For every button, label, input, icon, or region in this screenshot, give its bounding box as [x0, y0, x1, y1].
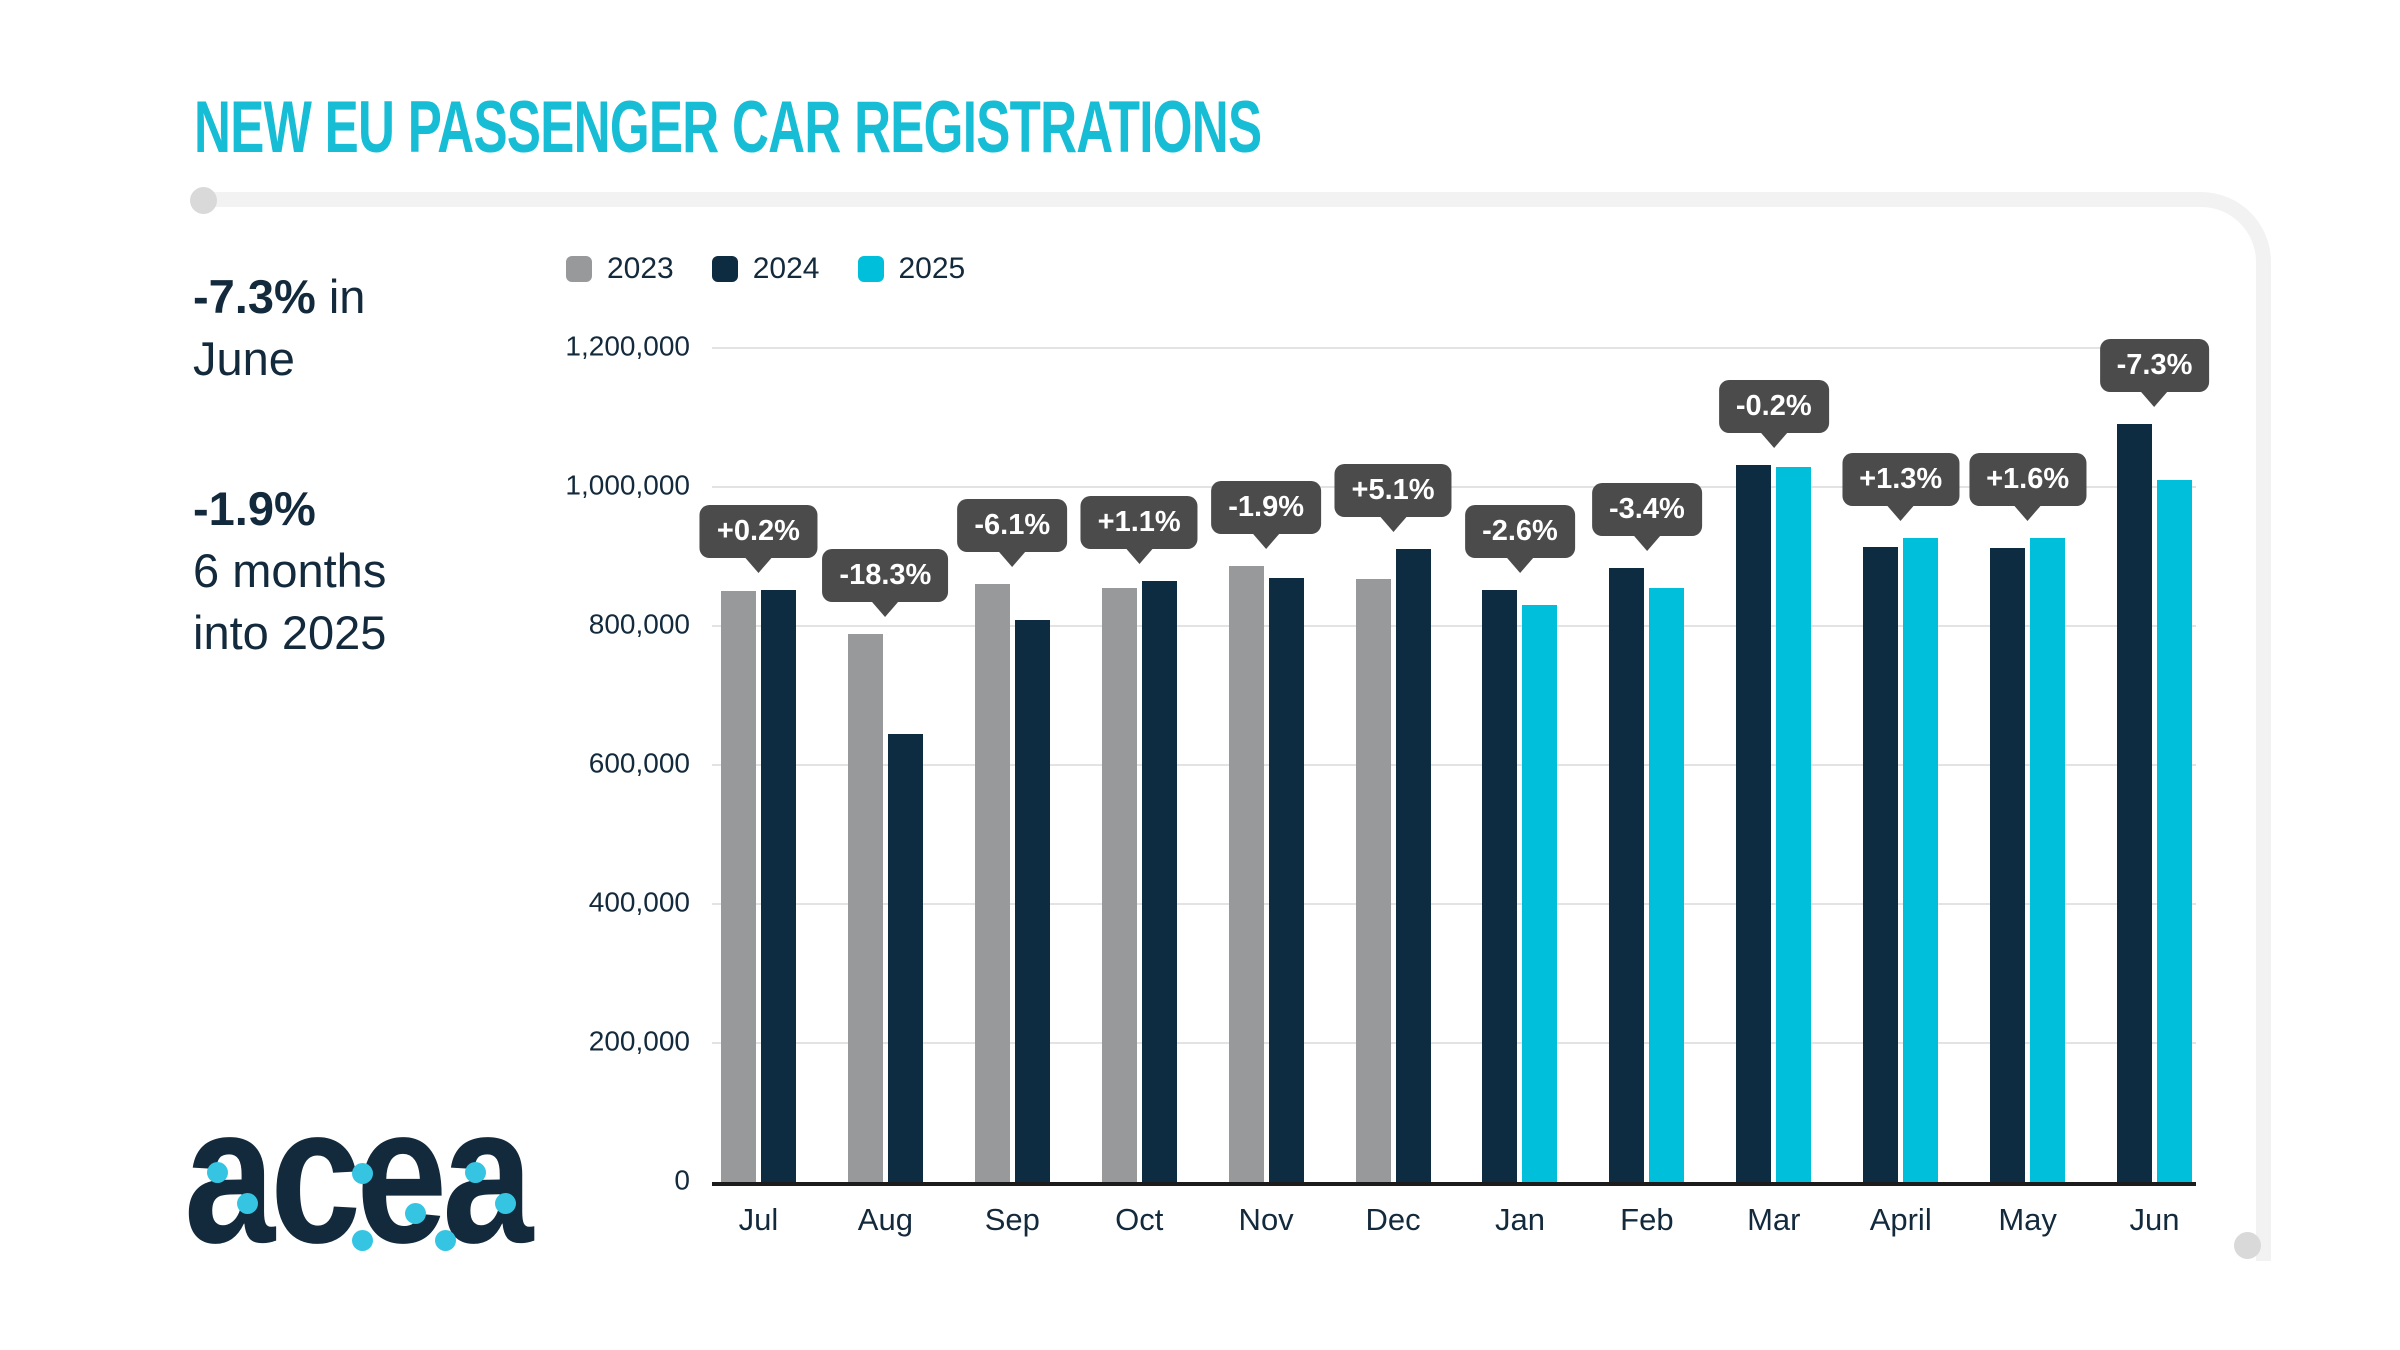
callout-jan: -2.6% — [1465, 504, 1575, 558]
bar-2024-sep — [1014, 619, 1050, 1182]
legend-item-2023: 2023 — [566, 252, 674, 286]
callout-nov: -1.9% — [1211, 481, 1322, 535]
bar-2023-aug — [847, 634, 883, 1182]
legend-swatch-2025 — [857, 256, 884, 282]
x-axis-label-mar: Mar — [1747, 1202, 1801, 1237]
chart-legend: 2023 2024 2025 — [566, 252, 965, 286]
logo-dot — [435, 1230, 456, 1251]
bar-2024-jul — [760, 589, 796, 1182]
bar-2025-may — [2030, 537, 2066, 1182]
gridline — [712, 903, 2196, 905]
bar-2024-aug — [887, 734, 923, 1182]
bar-2025-jun — [2157, 480, 2193, 1182]
legend-label-2023: 2023 — [607, 252, 674, 285]
legend-item-2025: 2025 — [857, 252, 966, 286]
bar-2023-sep — [974, 583, 1010, 1182]
x-axis-label-oct: Oct — [1115, 1202, 1164, 1237]
x-axis-label-may: May — [1998, 1202, 2057, 1237]
callout-feb: -3.4% — [1591, 482, 1702, 536]
legend-swatch-2023 — [566, 256, 592, 282]
gridline — [712, 486, 2196, 488]
highlight-ytd-change: -1.9% 6 months into 2025 — [193, 478, 523, 664]
bar-2023-nov — [1228, 566, 1264, 1182]
x-axis-label-april: April — [1869, 1202, 1932, 1237]
y-axis-tick-label: 200,000 — [588, 1025, 690, 1057]
y-axis-tick-label: 1,000,000 — [565, 469, 690, 501]
callout-dec: +5.1% — [1334, 463, 1452, 517]
gridline — [712, 347, 2196, 349]
bar-2024-jun — [2117, 424, 2153, 1182]
bar-2023-dec — [1355, 579, 1391, 1182]
bar-2024-mar — [1736, 465, 1772, 1182]
highlight-label: in June — [193, 270, 366, 386]
logo-dot — [237, 1193, 258, 1214]
logo-dot — [352, 1163, 373, 1184]
highlight-value: -1.9% — [193, 482, 316, 535]
callout-oct: +1.1% — [1080, 495, 1198, 549]
bar-2024-dec — [1395, 548, 1431, 1182]
legend-item-2024: 2024 — [711, 252, 820, 286]
legend-label-2025: 2025 — [898, 252, 966, 285]
logo-dot — [405, 1203, 426, 1224]
legend-label-2024: 2024 — [752, 252, 820, 285]
gridline — [712, 625, 2196, 627]
callout-aug: -18.3% — [822, 549, 949, 603]
y-axis-tick-label: 0 — [674, 1164, 690, 1196]
logo-dot — [495, 1193, 516, 1214]
y-axis-tick-label: 600,000 — [588, 747, 690, 779]
callout-jun: -7.3% — [2099, 339, 2210, 393]
legend-swatch-2024 — [711, 256, 738, 282]
gridline — [712, 764, 2196, 766]
x-axis-label-aug: Aug — [857, 1202, 913, 1237]
logo-dot — [465, 1162, 486, 1183]
x-axis-label-dec: Dec — [1365, 1202, 1421, 1237]
bar-2024-nov — [1268, 578, 1304, 1182]
highlight-label: 6 months into 2025 — [193, 544, 387, 660]
bar-2024-feb — [1609, 567, 1645, 1182]
callout-may: +1.6% — [1969, 452, 2087, 506]
x-axis-line — [712, 1182, 2196, 1186]
callout-jul: +0.2% — [699, 504, 817, 558]
bar-2025-mar — [1776, 466, 1812, 1182]
frame-start-dot — [190, 187, 217, 214]
x-axis-label-jun: Jun — [2129, 1202, 2180, 1237]
bar-2024-jan — [1482, 589, 1518, 1182]
gridline — [712, 1042, 2196, 1044]
bar-2024-april — [1863, 546, 1899, 1182]
x-axis-label-sep: Sep — [984, 1202, 1040, 1237]
bar-2023-jul — [720, 591, 756, 1182]
bar-2024-may — [1990, 548, 2026, 1182]
x-axis-label-jan: Jan — [1494, 1202, 1545, 1237]
x-axis-label-nov: Nov — [1238, 1202, 1294, 1237]
frame-end-dot — [2234, 1232, 2261, 1259]
logo-dot — [207, 1162, 228, 1183]
bar-2025-feb — [1649, 588, 1685, 1182]
x-axis-label-jul: Jul — [738, 1202, 779, 1237]
callout-mar: -0.2% — [1718, 380, 1829, 434]
bar-2025-april — [1903, 538, 1939, 1182]
bar-2025-jan — [1522, 605, 1558, 1182]
x-axis-label-feb: Feb — [1620, 1202, 1674, 1237]
highlight-june-change: -7.3% in June — [193, 266, 523, 390]
bar-2024-oct — [1141, 580, 1177, 1182]
page-title: NEW EU PASSENGER CAR REGISTRATIONS — [194, 87, 1262, 168]
logo-dot — [352, 1230, 373, 1251]
highlight-value: -7.3% — [193, 270, 316, 323]
bar-2023-oct — [1101, 587, 1137, 1182]
callout-sep: -6.1% — [957, 498, 1068, 552]
y-axis-tick-label: 800,000 — [588, 608, 690, 640]
y-axis-tick-label: 400,000 — [588, 886, 690, 918]
callout-april: +1.3% — [1842, 453, 1960, 507]
y-axis-tick-label: 1,200,000 — [565, 330, 690, 362]
